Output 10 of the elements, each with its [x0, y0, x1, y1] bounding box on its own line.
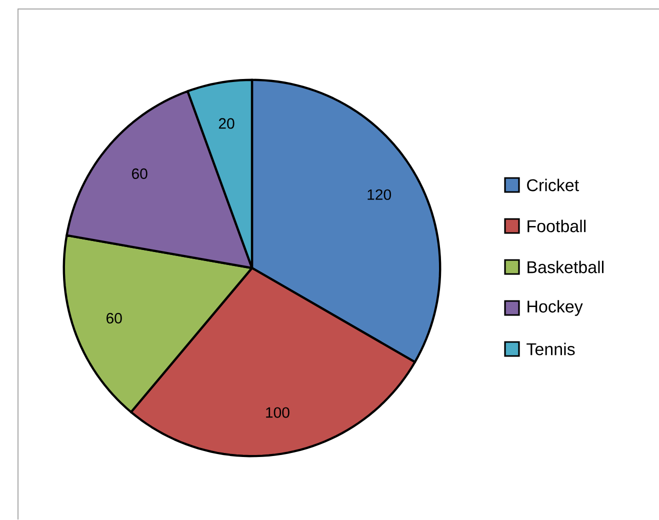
legend-label: Football: [528, 220, 586, 232]
legend-label: Cricket: [527, 178, 579, 192]
data-label: 60: [132, 168, 148, 179]
data-label: 120: [368, 189, 391, 200]
data-label: 100: [266, 407, 290, 418]
legend-label: Basketball: [528, 260, 604, 274]
legend-label: Hockey: [528, 300, 583, 316]
data-label: 60: [106, 312, 122, 324]
legend-label: Tennis: [526, 342, 575, 356]
data-label: 20: [218, 118, 234, 129]
